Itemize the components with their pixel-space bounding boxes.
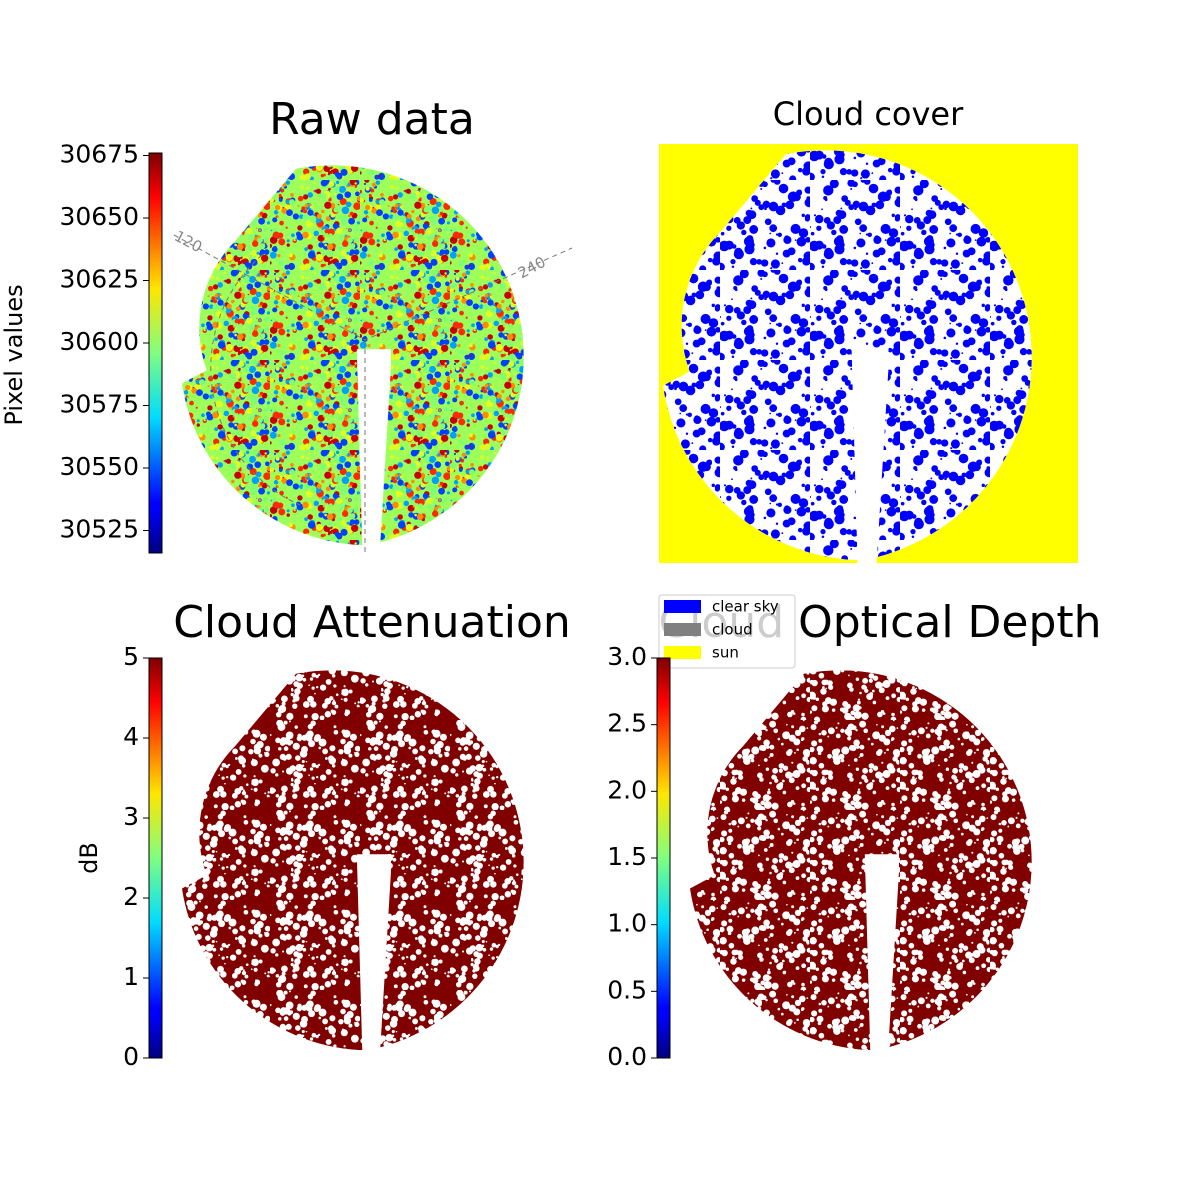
sky-image [182, 165, 524, 545]
panel-title: Cloud Attenuation [173, 597, 571, 648]
legend-label: clear sky [712, 598, 779, 616]
colorbar-tick-label: 2.5 [607, 709, 647, 738]
sky-image [690, 670, 1032, 1050]
polar-grid [173, 234, 573, 552]
sky-image [663, 150, 1032, 560]
colorbar [148, 152, 163, 554]
colorbar-tick-label: 30525 [59, 515, 139, 544]
colorbar-tick-label: 1.0 [607, 909, 647, 938]
raw-image [182, 165, 524, 555]
colorbar-tick-label: 30575 [59, 390, 139, 419]
colorbar-tick-label: 30675 [59, 140, 139, 169]
colorbar [148, 657, 163, 1059]
panel-title: Cloud cover [773, 95, 964, 133]
colorbar [656, 657, 671, 1059]
annotation: 120 [171, 227, 205, 256]
mask-slit [356, 854, 391, 1060]
colorbar-tick-label: 30625 [59, 265, 139, 294]
colorbar-tick-label: 30550 [59, 452, 139, 481]
colorbar-tick-label: 1.5 [607, 842, 647, 871]
attenuation-image [182, 670, 524, 1060]
colorbar-tick-label: 30600 [59, 327, 139, 356]
mask-slit [851, 348, 889, 571]
colorbar-tick-label: 3.0 [607, 642, 647, 671]
panel-title: Raw data [269, 94, 475, 145]
cloud-mask [663, 150, 1032, 571]
colorbar-tick-label: 5 [123, 642, 139, 671]
colorbar-tick-label: 0.0 [607, 1042, 647, 1071]
legend-swatch [664, 646, 701, 659]
legend-label: sun [712, 644, 739, 662]
legend-swatch [664, 600, 701, 613]
colorbar-tick-label: 3 [123, 802, 139, 831]
colorbar-tick-label: 0 [123, 1042, 139, 1071]
legend-swatch [664, 623, 701, 636]
colorbar-tick-label: 2 [123, 882, 139, 911]
colorbar-tick-label: 4 [123, 722, 139, 751]
legend-label: cloud [712, 621, 753, 639]
colorbar-label: Pixel values [0, 284, 28, 425]
colorbar-label: dB [75, 842, 103, 874]
colorbar-tick-label: 30650 [59, 202, 139, 231]
optical-depth-image [690, 670, 1032, 1060]
colorbar-tick-label: 0.5 [607, 975, 647, 1004]
mask-slit [864, 854, 899, 1060]
colorbar-tick-label: 2.0 [607, 775, 647, 804]
colorbar-tick-label: 1 [123, 962, 139, 991]
sky-image [182, 670, 524, 1050]
annotation: 240 [515, 253, 549, 282]
